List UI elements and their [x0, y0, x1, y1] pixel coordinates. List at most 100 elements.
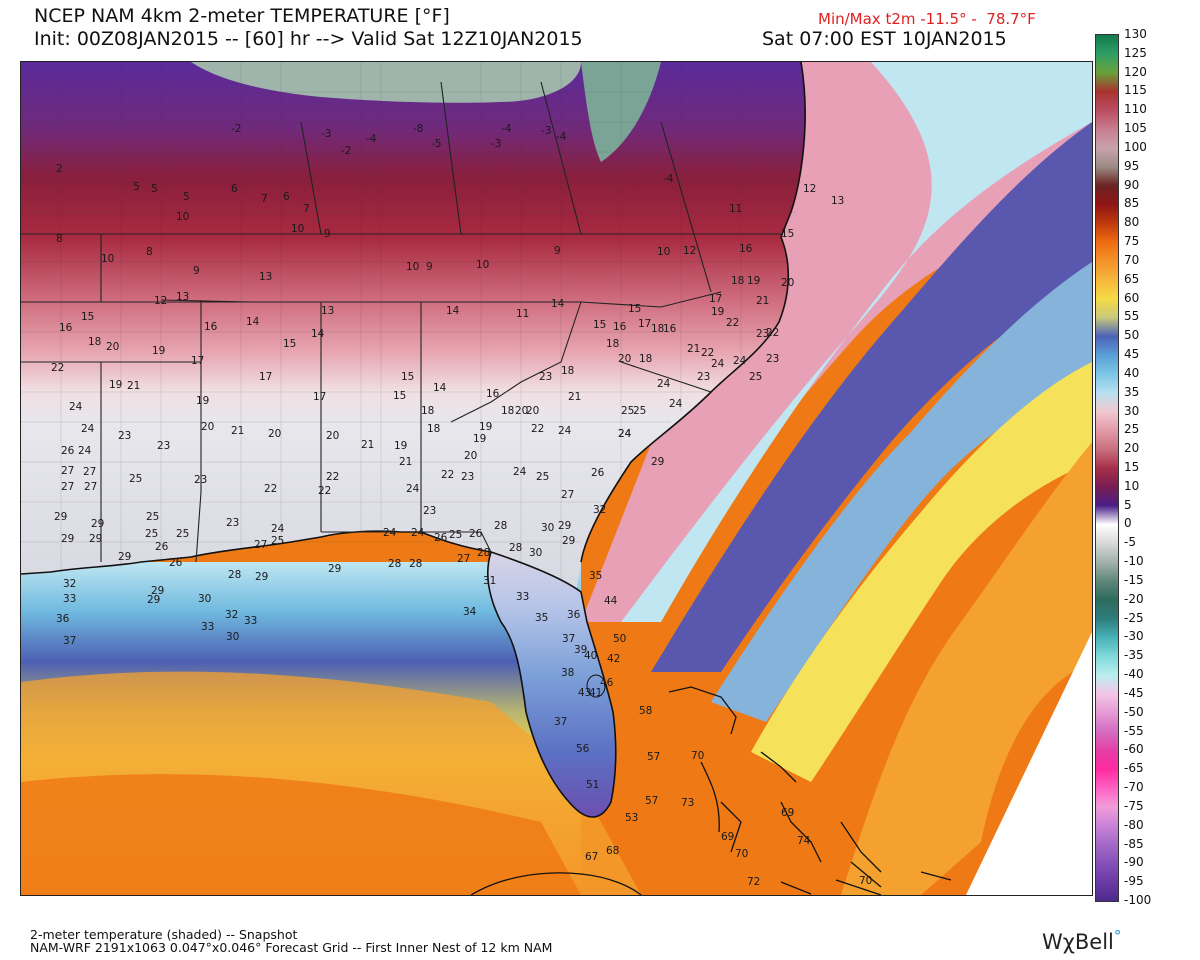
station-temp-label: -4	[501, 123, 512, 135]
station-temp-label: 11	[729, 203, 742, 215]
station-temp-label: 32	[593, 504, 606, 516]
colorbar-tick-label: -50	[1124, 704, 1144, 719]
station-temp-label: 25	[449, 529, 462, 541]
station-temp-label: 29	[147, 594, 160, 606]
station-temp-label: 29	[651, 456, 664, 468]
colorbar-tick-label: -5	[1124, 535, 1136, 550]
station-temp-label: 20	[326, 430, 339, 442]
colorbar-tick-label: -65	[1124, 761, 1144, 776]
station-temp-label: 23	[697, 371, 710, 383]
station-temp-label: 46	[600, 677, 614, 689]
station-temp-label: 27	[254, 539, 267, 551]
station-temp-label: 20	[618, 353, 631, 365]
colorbar-tick-label: 65	[1124, 271, 1140, 286]
station-temp-label: 20	[515, 405, 528, 417]
station-temp-label: 23	[539, 371, 552, 383]
station-temp-label: 73	[681, 797, 694, 809]
station-temp-label: 8	[56, 233, 63, 245]
station-temp-label: 25	[145, 528, 158, 540]
station-temp-label: 19	[109, 379, 122, 391]
station-temp-label: 18	[501, 405, 514, 417]
station-temp-label: 24	[618, 428, 632, 440]
colorbar-tick-label: -10	[1124, 554, 1144, 569]
station-temp-label: 19	[394, 440, 407, 452]
station-temp-label: 27	[61, 481, 74, 493]
station-temp-label: 72	[747, 876, 760, 888]
station-temp-label: 26	[169, 557, 183, 569]
station-temp-label: 6	[283, 191, 290, 203]
colorbar-tick-label: -90	[1124, 855, 1144, 870]
station-temp-label: 28	[477, 547, 490, 559]
station-temp-label: 16	[204, 321, 218, 333]
station-temp-label: 28	[509, 542, 522, 554]
colorbar-tick-label: -25	[1124, 610, 1144, 625]
station-temp-label: 12	[803, 183, 816, 195]
atlantic-band-lightorange	[841, 442, 1092, 895]
station-temp-label: 20	[106, 341, 119, 353]
colorbar-tick-label: -15	[1124, 572, 1144, 587]
station-temp-label: 19	[196, 395, 209, 407]
station-temp-label: 24	[78, 445, 92, 457]
county-grid	[21, 62, 801, 580]
station-temp-label: 10	[406, 261, 419, 273]
station-temp-label: 9	[554, 245, 561, 257]
station-temp-label: 17	[709, 293, 722, 305]
station-temp-label: 2	[56, 163, 63, 175]
station-temp-label: 15	[401, 371, 414, 383]
colorbar-tick-label: -40	[1124, 667, 1144, 682]
brand-dot-icon: °	[1113, 927, 1122, 945]
station-temp-label: 19	[479, 421, 492, 433]
atlantic-band-cyan	[621, 62, 1092, 622]
station-temp-label: 57	[645, 795, 658, 807]
station-temp-label: 23	[766, 353, 779, 365]
colorbar-tick-label: 55	[1124, 309, 1140, 324]
station-temp-label: 22	[318, 485, 331, 497]
station-temp-label: 26	[155, 541, 169, 553]
station-temp-label: -4	[663, 173, 674, 185]
min-max-readout: Min/Max t2m -11.5° - 78.7°F	[818, 10, 1036, 28]
station-temp-label: 24	[411, 527, 425, 539]
station-temp-label: -2	[341, 145, 351, 157]
footer-model-info: NAM-WRF 2191x1063 0.047°x0.046° Forecast…	[30, 940, 553, 955]
station-temp-label: 17	[638, 318, 651, 330]
station-temp-label: 30	[541, 522, 554, 534]
station-temp-label: 21	[687, 343, 700, 355]
station-temp-label: 24	[383, 527, 397, 539]
station-temp-label: 25	[536, 471, 549, 483]
station-temp-label: 23	[423, 505, 436, 517]
colorbar-tick-label: -95	[1124, 874, 1144, 889]
station-temp-label: 27	[83, 466, 96, 478]
colorbar-tick-label: 35	[1124, 384, 1140, 399]
station-temp-label: 24	[711, 358, 725, 370]
station-temp-label: 28	[228, 569, 241, 581]
station-temp-label: 19	[711, 306, 724, 318]
station-temp-label: 38	[561, 667, 574, 679]
atlantic-band-lightblue	[711, 262, 1092, 722]
station-temp-label: 30	[198, 593, 211, 605]
colorbar-tick-label: -55	[1124, 723, 1144, 738]
atlantic-band-yellow	[751, 362, 1092, 782]
station-temp-label: 29	[54, 511, 67, 523]
station-temp-label: 15	[393, 390, 406, 402]
station-temp-label: 9	[193, 265, 200, 277]
nodata-corner	[966, 632, 1092, 895]
station-temp-label: 18	[88, 336, 101, 348]
station-temp-label: 9	[324, 228, 331, 240]
station-temp-label: 16	[613, 321, 627, 333]
station-temp-label: 57	[647, 751, 660, 763]
station-temp-label: 36	[56, 613, 70, 625]
station-temp-label: 17	[313, 391, 326, 403]
station-temp-label: 16	[663, 323, 677, 335]
station-temp-label: 25	[129, 473, 142, 485]
colorbar-tick-label: 85	[1124, 196, 1140, 211]
station-temp-label: 27	[84, 481, 97, 493]
station-temp-label: 19	[152, 345, 165, 357]
colorbar-tick-label: -60	[1124, 742, 1144, 757]
station-temp-label: 23	[194, 474, 207, 486]
station-temp-label: -2	[231, 123, 241, 135]
station-temp-label: 13	[831, 195, 844, 207]
station-temp-label: 32	[225, 609, 238, 621]
station-temp-label: 37	[562, 633, 575, 645]
colorbar-tick-label: 110	[1124, 102, 1147, 117]
